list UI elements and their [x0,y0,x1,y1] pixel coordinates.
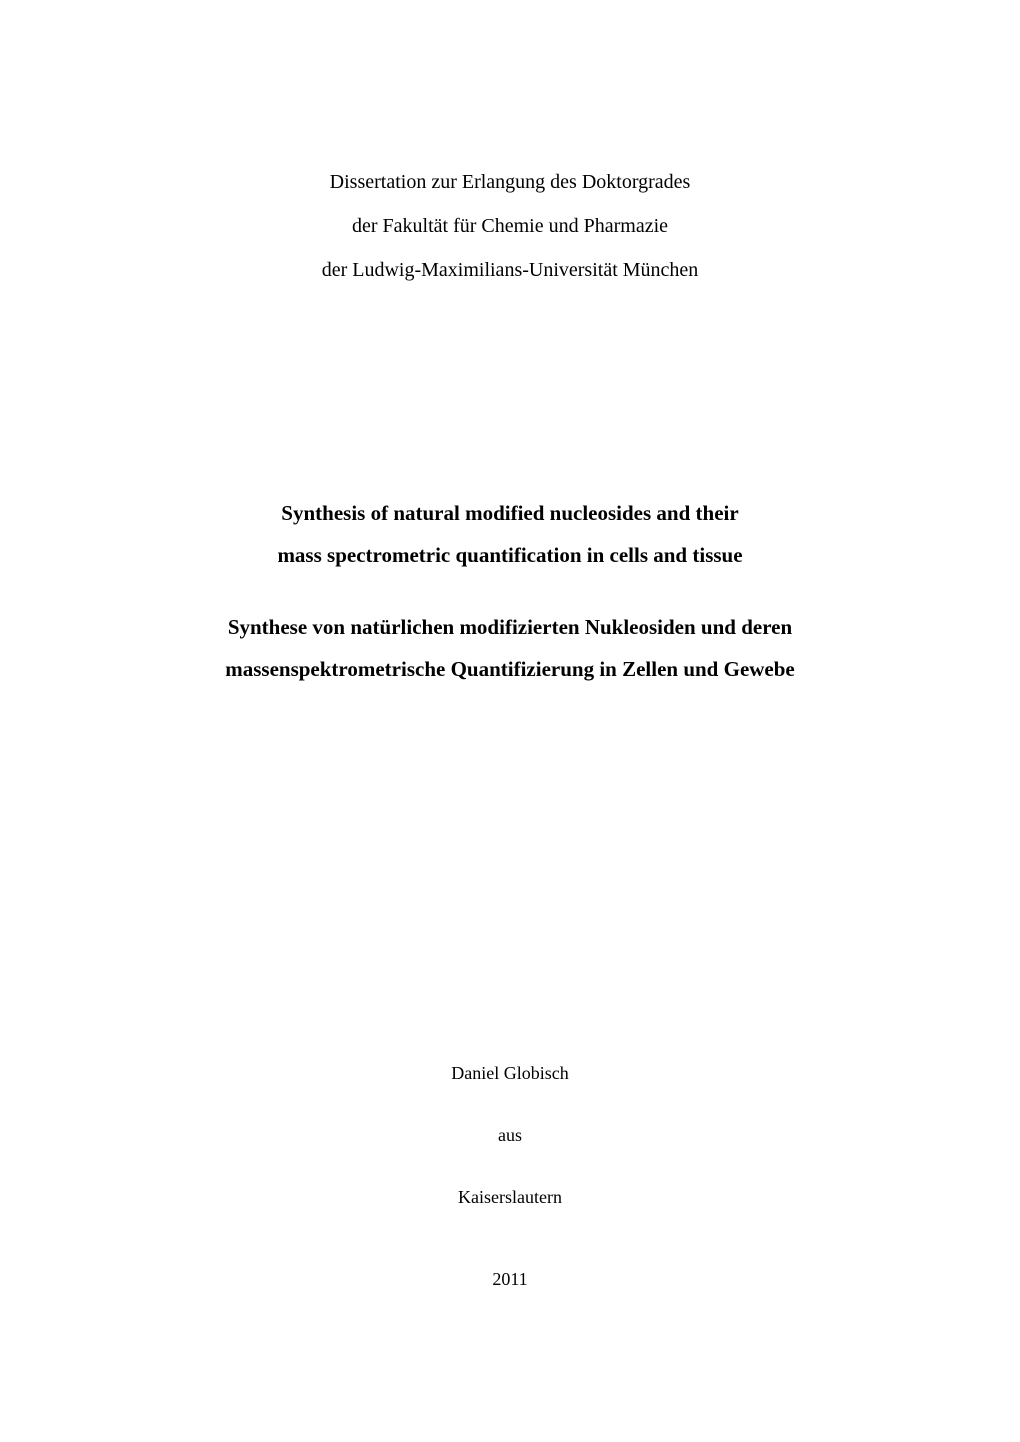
author-block: Daniel Globisch aus Kaiserslautern 2011 [140,1060,880,1293]
title-english: Synthesis of natural modified nucleoside… [140,492,880,576]
title-english-line-1: Synthesis of natural modified nucleoside… [140,492,880,534]
author-from-label: aus [140,1122,880,1149]
publication-year: 2011 [140,1266,880,1293]
title-english-line-2: mass spectrometric quantification in cel… [140,534,880,576]
title-german-line-1: Synthese von natürlichen modifizierten N… [140,606,880,648]
institution-line-1: Dissertation zur Erlangung des Doktorgra… [140,160,880,204]
title-block: Synthesis of natural modified nucleoside… [140,492,880,690]
title-german: Synthese von natürlichen modifizierten N… [140,606,880,690]
institution-block: Dissertation zur Erlangung des Doktorgra… [140,160,880,292]
author-city: Kaiserslautern [140,1184,880,1211]
institution-line-2: der Fakultät für Chemie und Pharmazie [140,204,880,248]
institution-line-3: der Ludwig-Maximilians-Universität Münch… [140,248,880,292]
title-page: Dissertation zur Erlangung des Doktorgra… [140,120,880,1362]
author-name: Daniel Globisch [140,1060,880,1087]
title-german-line-2: massenspektrometrische Quantifizierung i… [140,648,880,690]
